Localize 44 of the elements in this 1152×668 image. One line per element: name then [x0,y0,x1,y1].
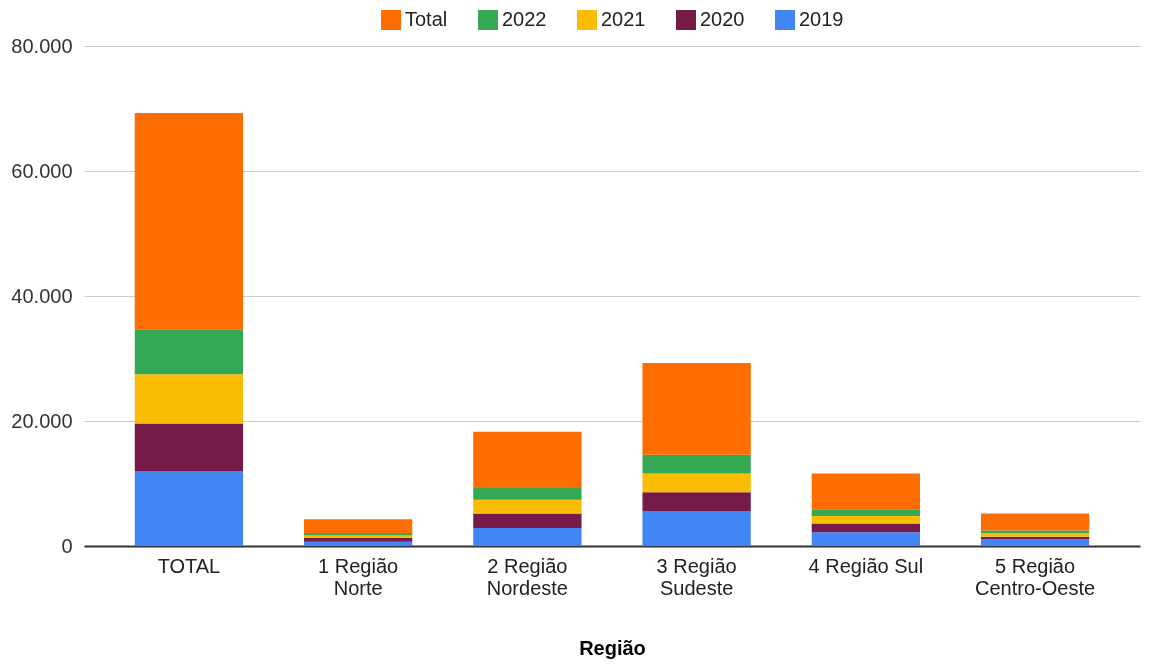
bar [811,532,920,546]
y-tick-label: 40.000 [11,284,73,307]
bar [304,537,413,542]
legend-label: 2020 [700,8,745,30]
bar [134,329,244,375]
x-tick-label: 4 Região Sul [808,554,924,577]
bar [304,519,413,533]
y-tick-label: 60.000 [11,159,73,182]
x-axis-title: Região [579,636,646,659]
bar [134,374,244,424]
bar [980,513,1090,531]
bar [134,112,244,330]
legend-label: 2019 [799,8,844,30]
bar [642,511,751,546]
x-tick-label: 5 Região Centro-Oeste [975,554,1096,599]
x-tick-label: 3 Região Sudeste [656,554,737,599]
bar [811,516,920,524]
bar [811,523,920,533]
bar [642,492,751,511]
bar [811,509,920,516]
bar [473,499,582,514]
x-tick-label: TOTAL [157,554,221,577]
bar [980,539,1090,546]
y-tick-label: 80.000 [11,34,73,57]
bar [980,530,1090,533]
y-tick-label: 0 [61,534,73,557]
bar [473,527,582,546]
bar [473,487,582,500]
y-tick-label: 20.000 [11,409,73,432]
legend-label: 2022 [502,8,547,30]
bar [642,473,751,493]
bar [304,541,413,546]
x-tick-label: 2 Região Nordeste [486,554,568,599]
bar [811,473,920,510]
bar [473,431,582,488]
legend-label: Total [405,8,448,30]
bar [642,362,751,455]
bar [642,454,751,474]
x-tick-label: 1 Região Norte [318,554,399,599]
legend-label: 2021 [601,8,646,30]
bar [980,532,1090,537]
bar [134,423,244,471]
bar [134,471,244,546]
bar [473,513,582,528]
